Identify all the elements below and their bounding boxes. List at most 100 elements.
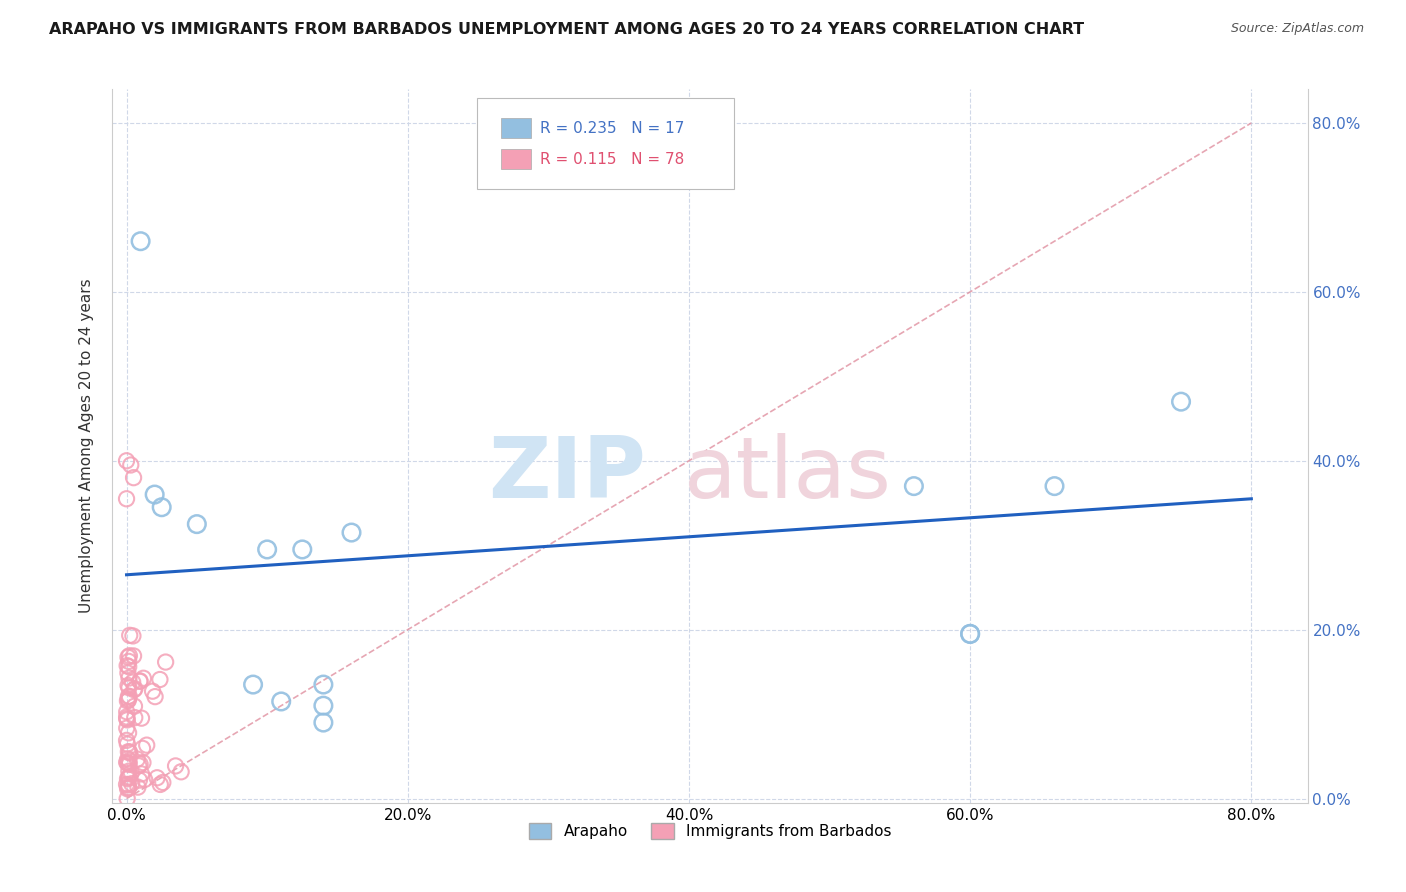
Point <box>115 658 138 673</box>
Point <box>128 758 150 772</box>
Point <box>118 671 141 685</box>
Point <box>117 650 139 665</box>
Point <box>118 628 141 642</box>
Point <box>124 710 146 724</box>
Point <box>118 648 141 663</box>
Point <box>150 500 173 515</box>
Point <box>312 715 335 730</box>
Point <box>124 681 146 696</box>
Point <box>121 675 143 690</box>
Point <box>117 726 139 740</box>
Point <box>291 542 314 557</box>
Point <box>132 671 155 685</box>
Point <box>117 771 139 785</box>
Y-axis label: Unemployment Among Ages 20 to 24 years: Unemployment Among Ages 20 to 24 years <box>79 278 94 614</box>
Point <box>117 778 139 792</box>
Text: ZIP: ZIP <box>488 433 645 516</box>
Point <box>131 711 153 725</box>
Point <box>129 674 152 689</box>
FancyBboxPatch shape <box>501 118 531 137</box>
Point <box>143 690 166 704</box>
Point <box>117 752 139 766</box>
Point <box>127 780 149 794</box>
Point <box>312 677 335 691</box>
Point <box>117 691 139 706</box>
Point <box>340 525 363 540</box>
Point <box>117 693 139 707</box>
Point <box>115 712 138 726</box>
Text: R = 0.235   N = 17: R = 0.235 N = 17 <box>540 121 685 136</box>
Point <box>121 777 143 791</box>
Point <box>118 681 141 695</box>
Point <box>959 627 981 641</box>
Point <box>118 757 141 772</box>
Point <box>142 684 165 698</box>
Point <box>115 454 138 468</box>
Point <box>131 767 153 781</box>
Point <box>120 458 142 472</box>
FancyBboxPatch shape <box>501 149 531 169</box>
Point <box>129 234 152 248</box>
FancyBboxPatch shape <box>477 98 734 189</box>
Point <box>128 773 150 788</box>
Point <box>118 746 141 760</box>
Point <box>118 754 141 768</box>
Point <box>146 771 169 785</box>
Legend: Arapaho, Immigrants from Barbados: Arapaho, Immigrants from Barbados <box>523 817 897 845</box>
Point <box>115 791 138 805</box>
Point <box>170 764 193 779</box>
Point <box>186 517 208 532</box>
Point <box>115 705 138 719</box>
Point <box>122 629 145 643</box>
Point <box>117 679 139 693</box>
Point <box>115 756 138 770</box>
Point <box>117 665 139 680</box>
Point <box>117 745 139 759</box>
Point <box>120 765 142 780</box>
Text: Source: ZipAtlas.com: Source: ZipAtlas.com <box>1230 22 1364 36</box>
Point <box>903 479 925 493</box>
Point <box>256 542 278 557</box>
Point <box>165 759 187 773</box>
Point <box>115 733 138 747</box>
Point <box>270 694 292 708</box>
Point <box>115 710 138 724</box>
Text: R = 0.115   N = 78: R = 0.115 N = 78 <box>540 153 685 168</box>
Point <box>152 775 174 789</box>
Text: atlas: atlas <box>683 433 891 516</box>
Point <box>149 777 172 791</box>
Point <box>135 738 157 752</box>
Point <box>115 491 138 506</box>
Point <box>134 772 156 787</box>
Point <box>124 699 146 714</box>
Point <box>117 781 139 796</box>
Point <box>127 752 149 766</box>
Point <box>117 713 139 727</box>
Point <box>118 764 141 779</box>
Point <box>118 659 141 673</box>
Point <box>118 654 141 668</box>
Point <box>122 471 145 485</box>
Point <box>117 756 139 771</box>
Point <box>118 690 141 704</box>
Point <box>118 770 141 784</box>
Point <box>132 756 155 770</box>
Point <box>129 673 152 688</box>
Point <box>117 780 139 794</box>
Point <box>117 690 139 704</box>
Point <box>117 772 139 786</box>
Point <box>129 757 152 772</box>
Point <box>118 756 141 771</box>
Point <box>117 694 139 708</box>
Point <box>1170 394 1192 409</box>
Point <box>118 745 141 759</box>
Point <box>117 756 139 771</box>
Point <box>149 673 172 687</box>
Point <box>1043 479 1066 493</box>
Point <box>122 648 145 663</box>
Point <box>115 777 138 791</box>
Point <box>131 741 153 756</box>
Point <box>143 487 166 501</box>
Point <box>959 627 981 641</box>
Point <box>115 721 138 735</box>
